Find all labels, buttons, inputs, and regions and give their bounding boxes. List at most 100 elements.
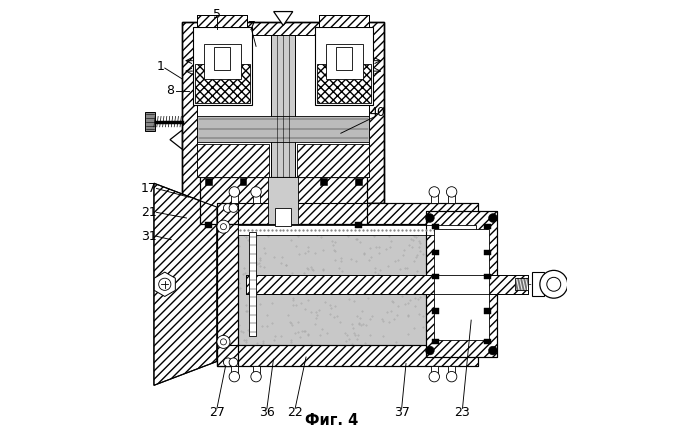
Bar bbox=[319, 14, 369, 27]
Bar bbox=[204, 44, 241, 79]
Bar bbox=[354, 222, 361, 228]
Bar bbox=[319, 14, 369, 27]
Bar bbox=[252, 192, 259, 203]
Bar bbox=[297, 144, 369, 177]
Bar bbox=[238, 224, 426, 345]
Text: 1: 1 bbox=[157, 60, 164, 73]
Bar bbox=[197, 14, 247, 27]
Bar bbox=[193, 27, 252, 105]
Bar bbox=[182, 22, 384, 203]
Bar bbox=[199, 177, 367, 224]
Bar bbox=[217, 345, 477, 366]
Bar bbox=[275, 208, 291, 226]
Bar bbox=[217, 203, 238, 366]
Bar bbox=[431, 192, 438, 203]
Circle shape bbox=[426, 214, 434, 222]
Bar bbox=[231, 366, 238, 377]
Polygon shape bbox=[154, 272, 175, 296]
Bar bbox=[217, 345, 477, 366]
Bar bbox=[238, 225, 475, 235]
Bar bbox=[354, 177, 361, 185]
Circle shape bbox=[224, 358, 232, 367]
Circle shape bbox=[229, 187, 240, 197]
Bar bbox=[217, 203, 238, 366]
Text: 23: 23 bbox=[454, 406, 470, 419]
Bar bbox=[197, 144, 270, 177]
Polygon shape bbox=[170, 130, 182, 149]
Circle shape bbox=[447, 187, 457, 197]
Bar bbox=[484, 339, 491, 344]
Circle shape bbox=[251, 371, 261, 382]
Text: Фиг. 4: Фиг. 4 bbox=[305, 412, 359, 428]
Text: 27: 27 bbox=[209, 406, 225, 419]
Polygon shape bbox=[154, 183, 217, 385]
Bar bbox=[217, 203, 477, 224]
Text: 31: 31 bbox=[140, 230, 157, 243]
Text: 36: 36 bbox=[259, 406, 275, 419]
Bar bbox=[432, 250, 438, 255]
Bar bbox=[247, 275, 528, 294]
Circle shape bbox=[429, 187, 440, 197]
Circle shape bbox=[447, 371, 457, 382]
Text: 37: 37 bbox=[394, 406, 410, 419]
Text: 8: 8 bbox=[166, 84, 175, 97]
Bar bbox=[197, 116, 369, 142]
Bar bbox=[484, 250, 491, 255]
Text: 22: 22 bbox=[287, 406, 303, 419]
Circle shape bbox=[217, 335, 230, 348]
Circle shape bbox=[426, 346, 434, 355]
Bar bbox=[426, 211, 497, 357]
Circle shape bbox=[429, 371, 440, 382]
Bar bbox=[271, 35, 296, 177]
Circle shape bbox=[217, 220, 230, 233]
Circle shape bbox=[229, 204, 238, 212]
Bar bbox=[448, 192, 455, 203]
Bar bbox=[247, 275, 528, 294]
Circle shape bbox=[224, 204, 232, 212]
Bar bbox=[145, 112, 154, 131]
Bar bbox=[434, 229, 489, 340]
Circle shape bbox=[220, 339, 226, 345]
Circle shape bbox=[540, 270, 568, 298]
Text: 5: 5 bbox=[213, 8, 221, 21]
Polygon shape bbox=[274, 12, 293, 25]
Bar bbox=[432, 224, 438, 229]
Bar bbox=[326, 44, 363, 79]
Circle shape bbox=[489, 346, 497, 355]
Bar bbox=[182, 22, 384, 203]
Bar bbox=[315, 27, 373, 105]
Bar bbox=[317, 64, 371, 103]
Bar bbox=[197, 35, 369, 177]
Bar bbox=[195, 64, 250, 103]
Bar bbox=[484, 274, 491, 279]
Bar bbox=[197, 14, 247, 27]
Bar bbox=[205, 177, 212, 185]
Circle shape bbox=[547, 277, 561, 291]
Circle shape bbox=[229, 371, 240, 382]
Circle shape bbox=[251, 187, 261, 197]
Bar bbox=[217, 203, 477, 224]
Circle shape bbox=[489, 214, 497, 222]
Bar bbox=[336, 47, 352, 70]
Text: 40: 40 bbox=[369, 106, 385, 119]
Bar bbox=[320, 177, 327, 185]
Bar bbox=[214, 47, 231, 70]
Bar bbox=[514, 278, 528, 290]
Bar bbox=[231, 192, 238, 203]
Bar bbox=[271, 35, 296, 177]
Bar bbox=[484, 308, 491, 313]
Bar bbox=[432, 308, 438, 313]
Text: 7: 7 bbox=[247, 20, 256, 33]
Bar bbox=[431, 366, 438, 377]
Bar bbox=[205, 222, 212, 228]
Text: 21: 21 bbox=[140, 206, 157, 219]
Bar bbox=[240, 177, 247, 185]
Bar bbox=[432, 339, 438, 344]
Bar bbox=[199, 177, 367, 224]
Bar bbox=[268, 177, 298, 224]
Bar bbox=[448, 366, 455, 377]
Bar bbox=[426, 211, 497, 357]
Circle shape bbox=[220, 224, 226, 230]
Bar bbox=[532, 272, 545, 296]
Bar bbox=[484, 224, 491, 229]
